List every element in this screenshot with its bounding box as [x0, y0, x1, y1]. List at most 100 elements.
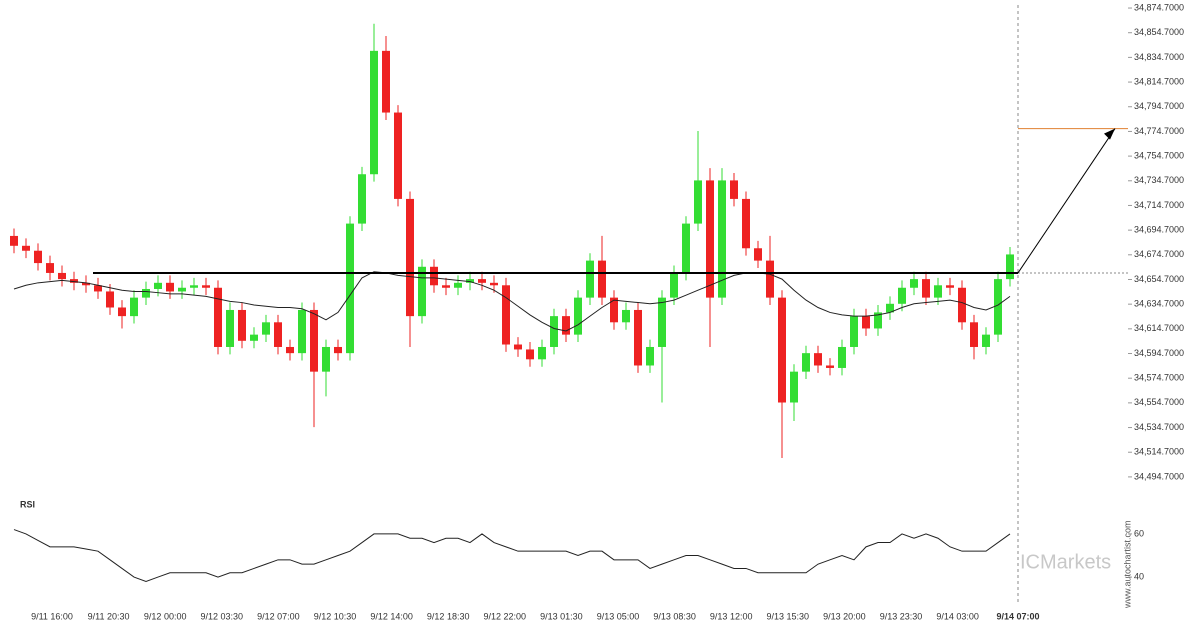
x-tick-label: 9/11 16:00: [31, 611, 73, 621]
y-tick-label: 34,494.7000: [1134, 471, 1184, 481]
candle-body: [994, 279, 1002, 335]
candle-body: [442, 285, 450, 288]
x-tick-label: 9/13 12:00: [710, 611, 753, 621]
candle-body: [622, 309, 630, 323]
rsi-line: [13, 529, 1011, 582]
x-tick-label: 9/12 07:00: [257, 611, 300, 621]
candle-body: [322, 346, 330, 372]
x-tick-label: 9/13 05:00: [597, 611, 640, 621]
y-tick-label: 34,754.7000: [1134, 150, 1184, 160]
rsi-title: RSI: [20, 499, 35, 509]
y-tick-label: 34,654.7000: [1134, 274, 1184, 284]
candle-body: [886, 303, 894, 313]
candle-body: [226, 309, 234, 347]
candle-body: [262, 322, 270, 335]
x-tick-label: 9/13 15:30: [767, 611, 810, 621]
x-tick-label: 9/12 00:00: [144, 611, 187, 621]
candle-body: [562, 316, 570, 335]
candle-body: [778, 297, 786, 403]
candle-body: [478, 279, 486, 283]
candle-body: [694, 180, 702, 224]
candle-body: [646, 346, 654, 366]
y-tick-label: 34,854.7000: [1134, 27, 1184, 37]
candle-body: [898, 287, 906, 304]
candle-body: [382, 50, 390, 113]
candle-body: [178, 287, 186, 292]
y-tick-label: 34,634.7000: [1134, 299, 1184, 309]
rsi-tick-label: 40: [1134, 571, 1144, 581]
candle-body: [298, 309, 306, 354]
candle-body: [430, 266, 438, 286]
candle-body: [526, 349, 534, 360]
candle-body: [910, 279, 918, 288]
candle-body: [826, 365, 834, 368]
candle-body: [406, 198, 414, 317]
y-tick-label: 34,794.7000: [1134, 101, 1184, 111]
candle-body: [1006, 254, 1014, 280]
candle-body: [58, 272, 66, 280]
candle-body: [370, 50, 378, 175]
x-tick-label: 9/12 14:00: [370, 611, 413, 621]
candle-body: [598, 260, 606, 298]
candle-body: [706, 180, 714, 298]
y-tick-label: 34,514.7000: [1134, 447, 1184, 457]
candle-body: [766, 260, 774, 298]
candle-body: [490, 282, 498, 286]
y-tick-label: 34,734.7000: [1134, 175, 1184, 185]
moving-average: [13, 271, 1011, 332]
candle-body: [418, 266, 426, 317]
candle-body: [874, 312, 882, 329]
x-tick-label: 9/12 10:30: [314, 611, 357, 621]
candle-body: [394, 112, 402, 199]
candle-body: [34, 250, 42, 264]
y-tick-label: 34,714.7000: [1134, 200, 1184, 210]
candle-body: [982, 334, 990, 347]
candle-body: [550, 316, 558, 347]
candle-body: [958, 287, 966, 323]
y-tick-label: 34,834.7000: [1134, 52, 1184, 62]
watermark: ICMarkets: [1020, 551, 1111, 573]
candle-body: [466, 279, 474, 283]
candle-body: [238, 309, 246, 341]
candle-body: [934, 285, 942, 298]
candle-body: [202, 285, 210, 288]
candle-body: [82, 282, 90, 286]
y-tick-label: 34,574.7000: [1134, 373, 1184, 383]
candle-body: [946, 285, 954, 288]
candle-body: [346, 223, 354, 354]
candle-body: [274, 322, 282, 347]
candle-body: [250, 334, 258, 341]
candle-body: [454, 282, 462, 288]
candle-body: [790, 371, 798, 403]
source: www.autochartist.com: [1122, 520, 1132, 609]
candle-body: [190, 285, 198, 288]
candle-body: [10, 235, 18, 246]
candle-body: [334, 346, 342, 354]
candle-body: [862, 316, 870, 329]
candle-body: [718, 180, 726, 298]
candle-body: [46, 263, 54, 273]
candle-body: [838, 346, 846, 368]
candle-body: [670, 272, 678, 298]
x-tick-label: 9/13 08:30: [653, 611, 696, 621]
arrow-head: [1104, 128, 1115, 140]
y-tick-label: 34,694.7000: [1134, 225, 1184, 235]
candle-body: [106, 291, 114, 308]
y-tick-label: 34,674.7000: [1134, 249, 1184, 259]
x-tick-label: 9/14 03:00: [936, 611, 979, 621]
x-tick-label: 9/13 20:00: [823, 611, 866, 621]
rsi-tick-label: 60: [1134, 528, 1144, 538]
x-tick-label: 9/12 22:00: [484, 611, 527, 621]
y-tick-label: 34,614.7000: [1134, 323, 1184, 333]
candle-body: [730, 180, 738, 199]
y-tick-label: 34,554.7000: [1134, 397, 1184, 407]
y-tick-label: 34,774.7000: [1134, 126, 1184, 136]
candle-body: [22, 245, 30, 251]
x-tick-label: 9/13 23:30: [880, 611, 923, 621]
x-tick-label: 9/13 01:30: [540, 611, 583, 621]
y-tick-label: 34,874.7000: [1134, 2, 1184, 12]
candle-body: [742, 198, 750, 249]
candle-body: [94, 285, 102, 292]
candle-body: [154, 282, 162, 289]
candle-body: [754, 248, 762, 261]
